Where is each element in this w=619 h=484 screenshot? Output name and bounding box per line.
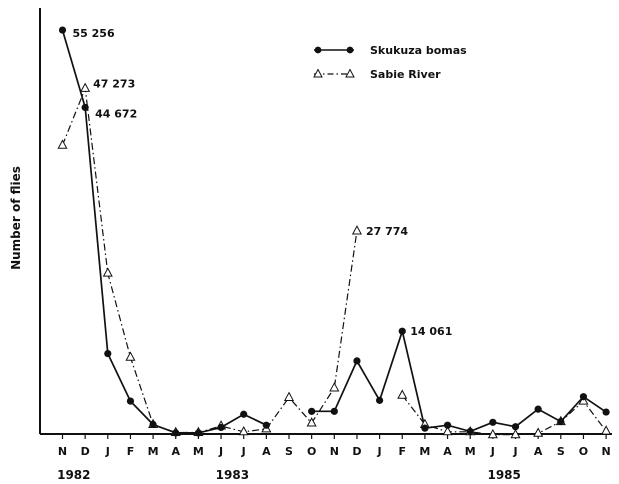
- data-label-group: 55 256 47 273 44 672 27 774 14 061: [73, 27, 453, 338]
- data-label: 44 672: [95, 107, 137, 120]
- point-skukuza: [602, 408, 610, 416]
- point-skukuza: [308, 407, 316, 415]
- point-skukuza: [104, 349, 112, 358]
- point-sabie: [102, 267, 113, 277]
- point-skukuza: [398, 327, 406, 335]
- x-tick-label: J: [512, 445, 517, 458]
- point-sabie: [238, 425, 249, 436]
- point-skukuza: [466, 427, 474, 436]
- year-label: 1983: [216, 468, 249, 482]
- year-label: 1982: [57, 468, 90, 482]
- x-tick-label: J: [377, 445, 382, 458]
- data-label: 47 273: [93, 77, 135, 90]
- point-sabie: [80, 82, 91, 92]
- point-sabie: [601, 425, 612, 435]
- legend-marker-sabie: [313, 68, 323, 78]
- point-skukuza: [579, 393, 588, 401]
- x-tick-label: N: [58, 445, 67, 458]
- point-skukuza: [330, 407, 338, 415]
- point-sabie: [487, 428, 498, 439]
- point-skukuza: [557, 417, 565, 426]
- point-skukuza: [443, 421, 452, 429]
- legend: Skukuza bomas Sabie River: [313, 44, 467, 81]
- point-skukuza: [534, 405, 542, 413]
- point-sabie: [125, 351, 136, 361]
- point-skukuza: [376, 396, 384, 404]
- legend-marker-skukuza: [346, 46, 354, 54]
- x-tick-label: A: [171, 445, 180, 458]
- x-tick-label: J: [218, 445, 223, 458]
- point-skukuza: [194, 429, 202, 437]
- data-label: 27 774: [366, 225, 408, 238]
- point-sabie: [306, 417, 317, 427]
- point-sabie: [510, 428, 521, 439]
- data-label: 14 061: [410, 325, 452, 338]
- y-axis-label: Number of flies: [9, 166, 23, 270]
- legend-label-sabie: Sabie River: [370, 68, 441, 81]
- x-tick-label: S: [285, 445, 293, 458]
- x-tick-label: D: [352, 445, 361, 458]
- point-sabie: [283, 391, 295, 401]
- point-skukuza: [126, 397, 135, 405]
- year-label-group: 1982 1983 1985: [57, 468, 521, 482]
- legend-marker-sabie: [345, 68, 355, 78]
- point-skukuza: [240, 410, 248, 418]
- point-sabie: [329, 382, 340, 392]
- x-tick-label: M: [193, 445, 204, 458]
- series-line-sabie: [401, 394, 607, 436]
- x-tick-label: A: [262, 445, 271, 458]
- x-tick-label: D: [81, 445, 90, 458]
- x-tick-label: J: [241, 445, 246, 458]
- x-tick-label: N: [330, 445, 339, 458]
- series-line-skukuza: [311, 328, 607, 433]
- x-tick-label: M: [419, 445, 430, 458]
- x-tick-label: J: [105, 445, 110, 458]
- point-skukuza: [217, 423, 225, 432]
- legend-label-skukuza: Skukuza bomas: [370, 44, 467, 57]
- series-line-skukuza: [61, 29, 267, 434]
- x-tick-label: M: [465, 445, 476, 458]
- point-skukuza: [421, 424, 429, 432]
- x-tick-label: M: [148, 445, 159, 458]
- series-line-sabie: [61, 88, 358, 434]
- point-sabie: [397, 389, 408, 399]
- point-skukuza: [353, 357, 361, 365]
- point-skukuza: [81, 103, 89, 112]
- point-sabie: [351, 225, 362, 235]
- series-layer: [57, 26, 612, 439]
- x-tick-label: O: [579, 445, 588, 458]
- point-skukuza: [489, 418, 497, 426]
- point-sabie: [57, 139, 68, 149]
- x-tick-label: A: [443, 445, 452, 458]
- point-skukuza: [511, 423, 520, 431]
- x-tick-label: F: [127, 445, 135, 458]
- legend-marker-skukuza: [314, 46, 322, 54]
- point-skukuza: [172, 429, 180, 437]
- point-skukuza: [262, 421, 270, 429]
- point-skukuza: [149, 420, 157, 429]
- point-sabie: [533, 427, 544, 437]
- x-tick-label: F: [398, 445, 406, 458]
- x-tick-label: S: [557, 445, 565, 458]
- x-tick-label: A: [534, 445, 543, 458]
- point-sabie: [442, 425, 453, 436]
- chart-axes: [39, 8, 612, 435]
- data-label: 55 256: [73, 27, 115, 40]
- point-skukuza: [58, 26, 67, 34]
- year-label: 1985: [487, 468, 520, 482]
- x-tick-label: N: [601, 445, 610, 458]
- x-tick-label: O: [307, 445, 316, 458]
- x-tick-label: J: [490, 445, 495, 458]
